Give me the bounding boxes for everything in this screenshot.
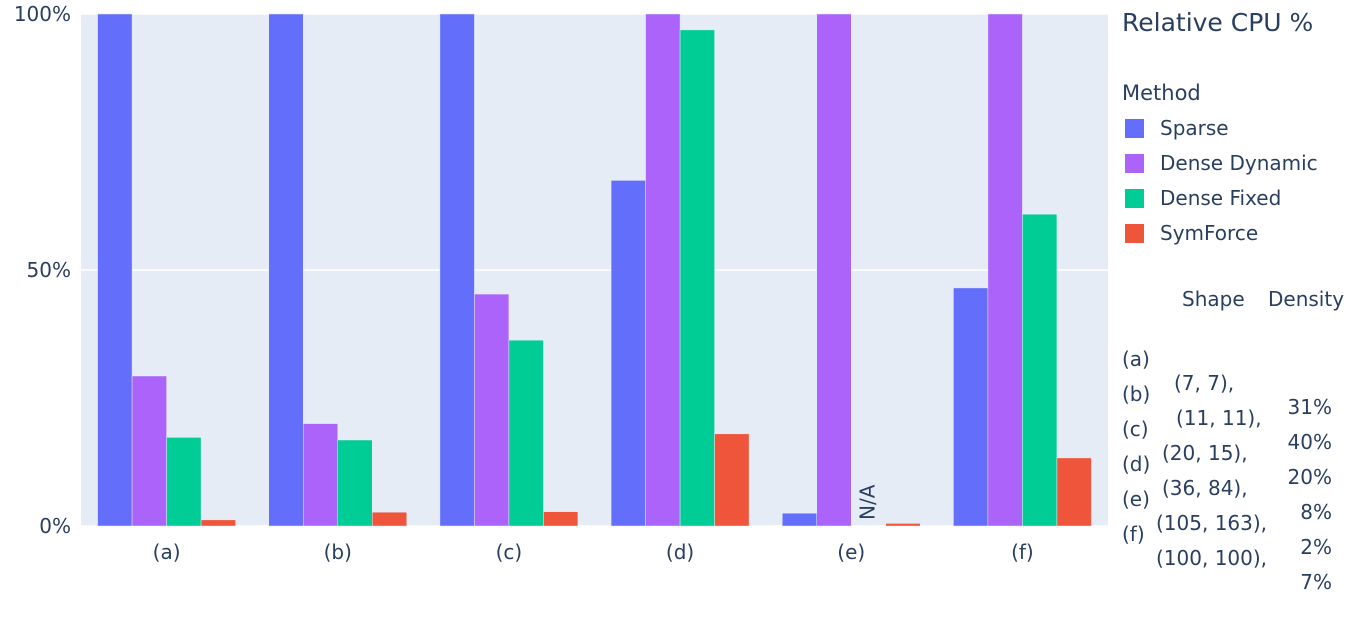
table-row: (c) (20, 15), 20%	[1122, 393, 1350, 489]
row-shape: (105, 163),	[1156, 511, 1268, 535]
annotations: N/A	[856, 484, 880, 520]
y-axis-ticks: 0% 50% 100%	[14, 2, 71, 538]
bar-dense-dynamic	[645, 13, 681, 527]
legend-item-sparse[interactable]: Sparse	[1122, 115, 1229, 141]
row-density: 40%	[1287, 430, 1332, 454]
bar-sparse	[268, 13, 304, 527]
row-density: 2%	[1300, 535, 1332, 559]
y-tick-label: 0%	[39, 514, 71, 538]
x-tick-label: (b)	[324, 540, 352, 564]
table-row: (d) (36, 84), 8%	[1122, 428, 1350, 524]
row-id: (c)	[1122, 417, 1149, 441]
annotation-na: N/A	[856, 484, 880, 520]
row-shape: (11, 11),	[1176, 406, 1262, 430]
row-shape: (100, 100),	[1156, 546, 1268, 570]
legend-item-symforce[interactable]: SymForce	[1122, 220, 1258, 246]
legend-item-dense-fixed[interactable]: Dense Fixed	[1122, 185, 1281, 211]
header-density: Density	[1268, 287, 1345, 311]
row-density: 7%	[1300, 570, 1332, 594]
header-shape: Shape	[1182, 287, 1245, 311]
bar-dense-dynamic	[474, 293, 510, 527]
row-shape: (7, 7),	[1174, 371, 1235, 395]
bar-dense-dynamic	[303, 423, 338, 527]
row-id: (a)	[1122, 347, 1150, 371]
problem-table: Shape Density (a) (7, 7), 31% (b) (11, 1…	[1122, 287, 1350, 594]
sidebar: Relative CPU % Method Sparse Dense Dynam…	[1122, 0, 1350, 594]
legend-swatch-dense-fixed	[1125, 188, 1144, 208]
legend-swatch-symforce	[1125, 223, 1144, 243]
gridlines	[81, 13, 1108, 527]
bar-dense-fixed	[166, 437, 202, 527]
table-row: (f) (100, 100), 7%	[1122, 498, 1350, 594]
table-row: (e) (105, 163), 2%	[1122, 463, 1350, 559]
row-density: 8%	[1300, 500, 1332, 524]
row-density: 31%	[1287, 395, 1332, 419]
bar-symforce	[372, 511, 407, 527]
legend-label: Dense Dynamic	[1160, 151, 1318, 175]
bar-dense-dynamic	[987, 13, 1023, 527]
bar-dense-dynamic	[131, 375, 167, 527]
bar-symforce	[543, 511, 579, 527]
row-shape: (36, 84),	[1162, 476, 1248, 500]
bar-symforce	[1056, 457, 1092, 527]
legend-label: SymForce	[1160, 221, 1259, 245]
legend-title: Method	[1122, 81, 1201, 105]
table-header: Shape Density	[1122, 287, 1350, 315]
bar-sparse	[782, 512, 817, 527]
bar-sparse	[610, 180, 646, 527]
table-row: (b) (11, 11), 40%	[1122, 358, 1350, 454]
row-id: (d)	[1122, 452, 1151, 476]
bar-dense-fixed	[679, 29, 715, 527]
legend-swatch-sparse	[1125, 118, 1144, 138]
legend-label: Sparse	[1160, 116, 1229, 140]
bar-chart: 0% 50% 100% (a) (b) (c) (d) (e) (f) N/A	[14, 2, 1108, 564]
row-shape: (20, 15),	[1162, 441, 1248, 465]
bar-symforce	[714, 433, 750, 527]
legend-item-dense-dynamic[interactable]: Dense Dynamic	[1122, 150, 1318, 176]
x-tick-label: (c)	[496, 540, 523, 564]
x-tick-label: (f)	[1011, 540, 1034, 564]
y-tick-label: 50%	[27, 258, 71, 282]
bars	[97, 13, 1092, 527]
row-id: (b)	[1122, 382, 1151, 406]
x-tick-label: (a)	[153, 540, 181, 564]
legend-swatch-dense-dynamic	[1125, 153, 1144, 173]
chart-title: Relative CPU %	[1122, 8, 1314, 37]
bar-sparse	[97, 13, 133, 527]
bar-sparse	[439, 13, 475, 527]
bar-dense-fixed	[1022, 213, 1058, 527]
bar-dense-dynamic	[816, 13, 852, 527]
bar-dense-fixed	[337, 439, 373, 527]
legend-label: Dense Fixed	[1160, 186, 1282, 210]
row-id: (f)	[1122, 522, 1145, 546]
bar-symforce	[200, 519, 236, 527]
table-row: (a) (7, 7), 31%	[1122, 323, 1350, 419]
bar-symforce	[885, 523, 921, 527]
bar-dense-fixed	[508, 339, 544, 527]
x-tick-label: (e)	[837, 540, 865, 564]
y-tick-label: 100%	[14, 2, 71, 26]
bar-sparse	[953, 287, 989, 527]
x-tick-label: (d)	[666, 540, 694, 564]
x-axis-ticks: (a) (b) (c) (d) (e) (f)	[153, 540, 1034, 564]
row-id: (e)	[1122, 487, 1150, 511]
row-density: 20%	[1287, 465, 1332, 489]
